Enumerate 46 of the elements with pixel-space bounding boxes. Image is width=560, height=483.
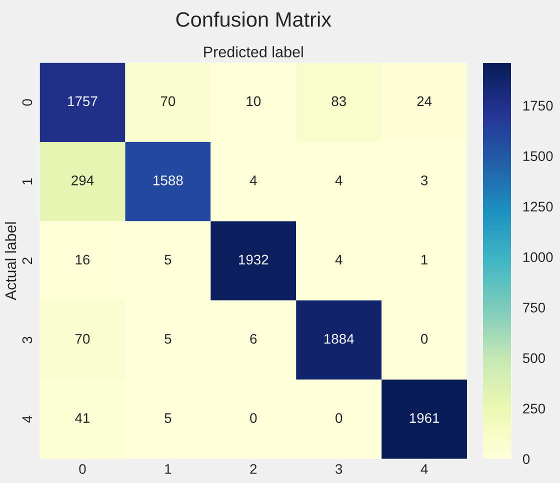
data-label: 3 bbox=[420, 176, 428, 186]
x-tick-label: 3 bbox=[336, 464, 342, 474]
x-tick-label: 4 bbox=[420, 464, 428, 474]
data-label: 0 bbox=[336, 413, 342, 423]
data-label: 1961 bbox=[410, 413, 440, 423]
data-label: 1588 bbox=[154, 176, 183, 186]
data-label: 70 bbox=[75, 334, 90, 344]
color-bar-label: 750 bbox=[523, 302, 546, 313]
x-tick-label: 1 bbox=[165, 464, 172, 474]
data-label: 0 bbox=[250, 413, 257, 423]
data-label: 1884 bbox=[324, 334, 354, 344]
data-label: 1 bbox=[422, 254, 428, 264]
y-tick-label: 0 bbox=[22, 99, 32, 106]
data-label: 0 bbox=[420, 334, 428, 344]
data-label: 294 bbox=[72, 176, 94, 186]
color-bar-label: 0 bbox=[522, 454, 530, 464]
data-label: 24 bbox=[417, 96, 432, 106]
color-bar-label: 1250 bbox=[523, 202, 553, 212]
x-axis-title: Predicted label bbox=[204, 46, 303, 58]
chart-title: Confusion Matrix bbox=[176, 12, 332, 27]
x-tick-label: 0 bbox=[79, 464, 86, 474]
y-axis-title: Actual label bbox=[4, 222, 16, 300]
data-label: 10 bbox=[246, 96, 261, 106]
data-label: 4 bbox=[335, 176, 342, 186]
data-label: 6 bbox=[250, 334, 257, 344]
data-label: 41 bbox=[75, 413, 90, 423]
y-tick-label: 4 bbox=[22, 416, 32, 423]
y-tick-label: 3 bbox=[22, 336, 32, 344]
color-bar-label: 1750 bbox=[523, 100, 553, 111]
y-tick-label: 2 bbox=[22, 258, 32, 264]
x-tick-label: 2 bbox=[250, 464, 257, 474]
data-label: 5 bbox=[164, 334, 172, 344]
data-label: 1932 bbox=[239, 254, 268, 265]
data-label: 70 bbox=[160, 96, 176, 106]
data-label: 1757 bbox=[68, 96, 98, 106]
color-bar-label: 500 bbox=[522, 353, 546, 364]
color-bar-label: 1500 bbox=[523, 151, 553, 162]
data-label: 5 bbox=[164, 254, 172, 265]
data-label: 16 bbox=[76, 254, 90, 265]
color-bar-label: 1000 bbox=[523, 252, 553, 262]
color-bar-label: 250 bbox=[523, 404, 546, 414]
data-label: 4 bbox=[250, 176, 257, 186]
data-label: 5 bbox=[164, 413, 172, 423]
data-label: 4 bbox=[335, 254, 342, 264]
y-tick-label: 1 bbox=[22, 178, 32, 184]
data-label: 83 bbox=[332, 96, 346, 106]
